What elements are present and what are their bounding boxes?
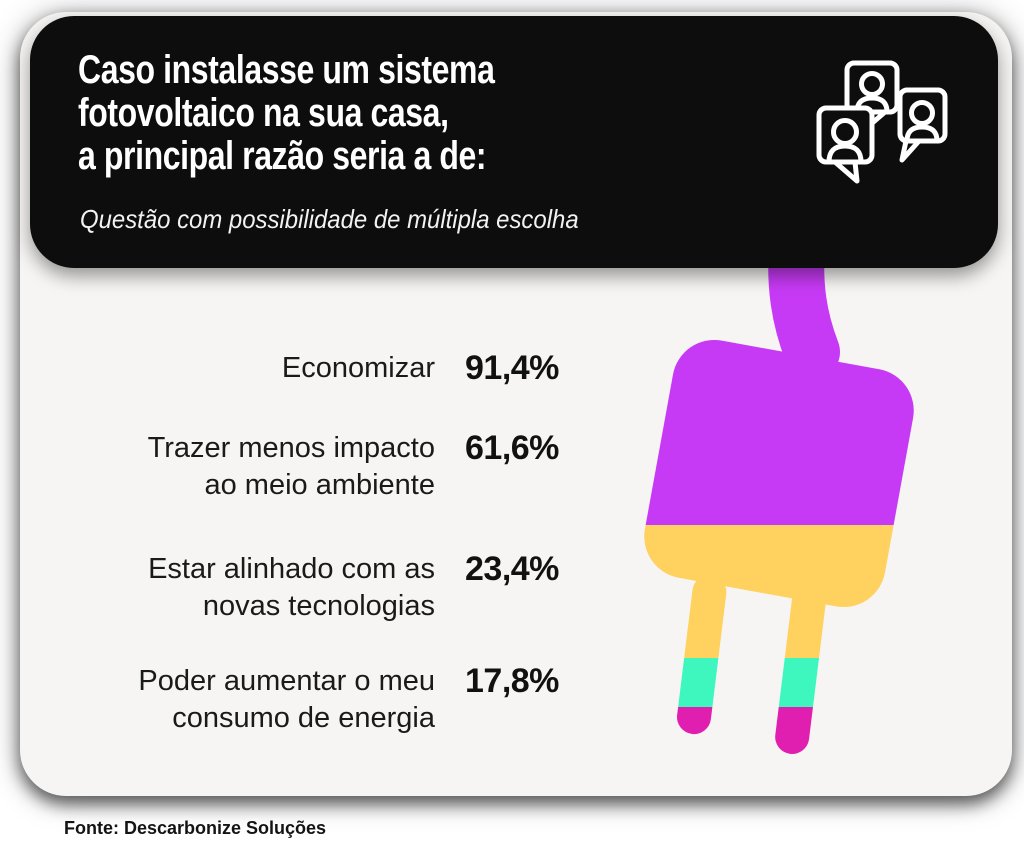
result-label-line: Economizar	[281, 352, 435, 384]
result-label-line: Poder aumentar o meu	[138, 665, 435, 697]
result-label: Poder aumentar o meu consumo de energia	[45, 663, 435, 737]
question-title: Caso instalasse um sistema fotovoltaico …	[78, 48, 495, 178]
result-label: Economizar	[45, 350, 435, 387]
question-title-line: a principal razão seria a de:	[78, 134, 487, 178]
result-label: Estar alinhado com as novas tecnologias	[45, 551, 435, 625]
result-label-line: Trazer menos impacto	[147, 432, 435, 464]
power-plug-illustration	[637, 246, 921, 756]
result-row: Economizar 91,4%	[45, 350, 625, 387]
result-row: Trazer menos impacto ao meio ambiente 61…	[45, 430, 625, 504]
result-label: Trazer menos impacto ao meio ambiente	[45, 430, 435, 504]
result-row: Poder aumentar o meu consumo de energia …	[45, 663, 625, 737]
result-value: 61,6%	[465, 429, 559, 467]
question-title-line: fotovoltaico na sua casa,	[78, 91, 449, 135]
result-label-line: ao meio ambiente	[204, 469, 435, 501]
chat-bubble-right	[897, 87, 948, 163]
chat-people-icon	[816, 60, 948, 184]
result-label-line: novas tecnologias	[202, 590, 435, 622]
result-value: 91,4%	[465, 349, 559, 387]
result-value: 23,4%	[465, 550, 559, 588]
source-note: Fonte: Descarbonize Soluções	[64, 818, 327, 838]
question-title-line: Caso instalasse um sistema	[78, 48, 495, 92]
question-subtitle: Questão com possibilidade de múltipla es…	[80, 204, 579, 234]
chat-bubble-front	[816, 105, 875, 184]
result-label-line: consumo de energia	[172, 702, 435, 734]
result-label-line: Estar alinhado com as	[148, 553, 435, 585]
question-header-card: Caso instalasse um sistema fotovoltaico …	[30, 16, 998, 268]
result-row: Estar alinhado com as novas tecnologias …	[45, 551, 625, 625]
result-value: 17,8%	[465, 662, 559, 700]
